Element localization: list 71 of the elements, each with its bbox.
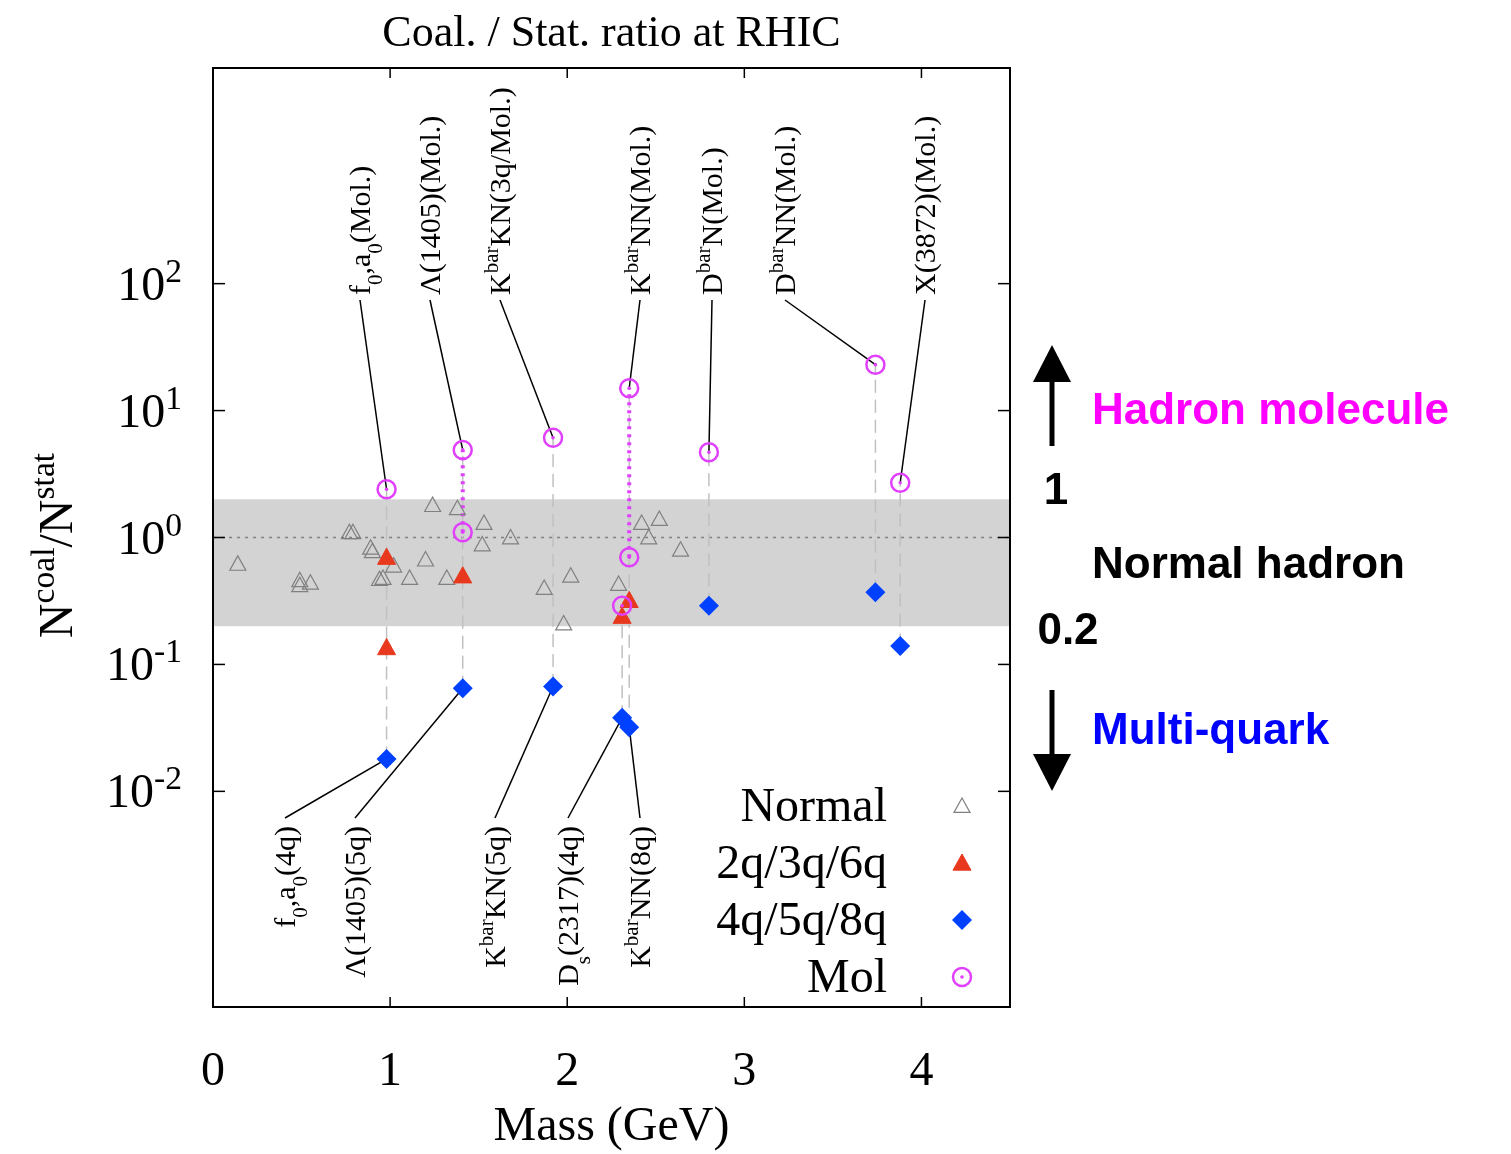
y-tick-label: 10$^{0}$ <box>117 505 182 564</box>
point <box>385 557 403 573</box>
point <box>370 570 389 587</box>
point <box>376 478 397 500</box>
annotation: Λ(1405)(Mol.) <box>413 115 447 295</box>
point <box>362 539 380 555</box>
point <box>865 582 886 603</box>
point <box>611 595 633 616</box>
text: 0.2 <box>1037 604 1099 653</box>
y-tick-label: 10$^{-2}$ <box>106 758 182 818</box>
point <box>633 514 651 531</box>
point <box>376 748 397 769</box>
x-tick-label: 0 <box>201 1042 225 1095</box>
point <box>229 555 247 571</box>
point <box>562 567 580 583</box>
point <box>640 528 658 545</box>
point <box>424 496 442 513</box>
legend-label: Normal <box>740 778 887 831</box>
legend-label: 4q/5q/8q <box>716 892 887 945</box>
y-tick-label: 10$^{-1}$ <box>106 631 182 691</box>
y-tick-label: 10$^{1}$ <box>117 378 182 437</box>
chart-title: Coal. / Stat. ratio at RHIC <box>382 7 841 56</box>
legend-label: Mol <box>806 949 887 1002</box>
point <box>543 676 564 697</box>
point <box>452 522 473 543</box>
point <box>698 595 719 616</box>
text: 1 <box>1043 464 1069 513</box>
point <box>671 541 690 557</box>
text: Hadron molecule <box>1092 384 1449 433</box>
point <box>619 717 640 738</box>
point <box>889 472 911 493</box>
point <box>609 575 628 592</box>
point <box>377 637 397 656</box>
point <box>291 576 309 593</box>
point <box>618 377 640 399</box>
point <box>890 635 911 656</box>
point <box>452 439 473 461</box>
point <box>291 571 309 588</box>
point <box>555 614 573 631</box>
point <box>340 523 358 540</box>
point <box>344 523 362 540</box>
annotation: Λ(1405)(5q) <box>338 826 372 978</box>
legend-label: 2q/3q/6q <box>716 835 887 888</box>
x-axis-title: Mass (GeV) <box>493 1097 730 1151</box>
point <box>535 579 553 596</box>
point <box>377 547 397 565</box>
point <box>301 574 320 590</box>
point <box>448 499 467 516</box>
point <box>501 528 520 545</box>
x-tick-label: 2 <box>555 1042 580 1095</box>
point <box>542 427 564 449</box>
x-tick-label: 4 <box>909 1042 934 1095</box>
point <box>473 535 491 552</box>
point <box>453 566 473 584</box>
point <box>416 550 435 567</box>
x-tick-label: 3 <box>732 1042 757 1095</box>
text: Normal hadron <box>1092 538 1405 587</box>
point <box>452 678 473 699</box>
point <box>650 510 668 526</box>
point <box>865 354 886 375</box>
point <box>400 569 419 585</box>
y-tick-label: 10$^{2}$ <box>117 251 182 310</box>
x-tick-label: 1 <box>378 1042 403 1095</box>
point <box>374 569 392 585</box>
point <box>363 542 381 559</box>
point <box>438 569 456 585</box>
text: Multi-quark <box>1092 704 1330 753</box>
point <box>475 514 493 531</box>
point <box>618 546 640 568</box>
annotation: X(3872)(Mol.) <box>908 115 942 295</box>
point <box>698 441 720 463</box>
